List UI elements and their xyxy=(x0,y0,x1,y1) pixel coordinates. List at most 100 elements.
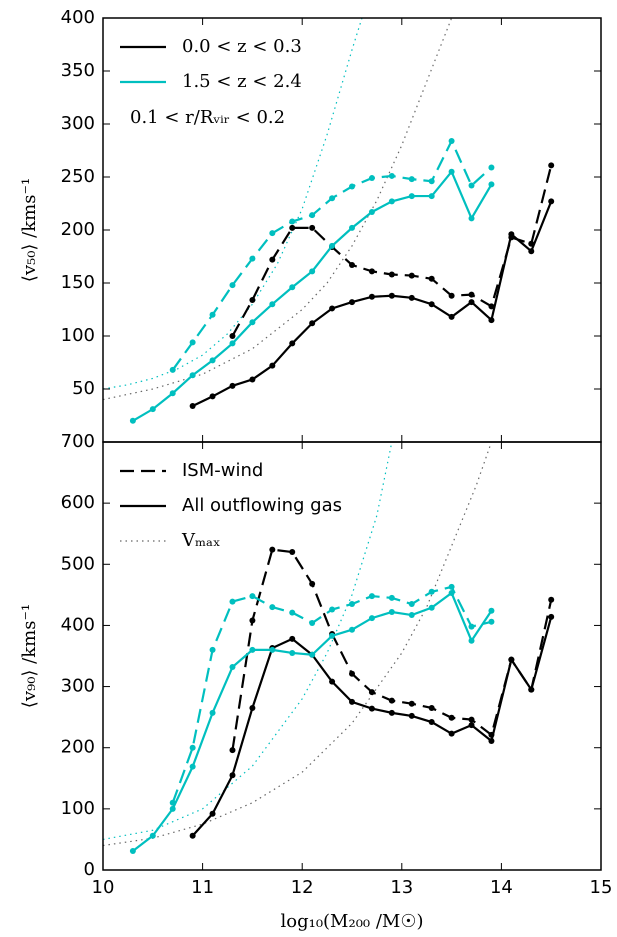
data-point xyxy=(229,382,236,389)
data-point xyxy=(448,137,455,144)
series-line xyxy=(132,169,493,422)
data-point xyxy=(269,646,276,653)
data-point xyxy=(229,598,236,605)
data-point xyxy=(309,224,316,231)
data-point xyxy=(388,594,395,601)
data-point xyxy=(508,234,515,241)
y-tick-label: 400 xyxy=(61,614,95,635)
data-point xyxy=(349,261,355,268)
x-tick-label: 14 xyxy=(490,877,513,898)
y-tick-label: 0 xyxy=(84,859,95,880)
series-line xyxy=(192,200,553,407)
data-point xyxy=(488,303,495,310)
data-point xyxy=(388,292,395,299)
data-point xyxy=(329,242,336,249)
data-point xyxy=(408,612,415,619)
data-point xyxy=(209,357,216,364)
data-point xyxy=(289,218,296,225)
data-point xyxy=(448,730,455,737)
data-point xyxy=(368,705,375,712)
data-point xyxy=(329,606,336,613)
y-tick-label: 700 xyxy=(61,431,95,452)
plot-area xyxy=(103,18,555,424)
data-point xyxy=(428,275,435,282)
data-point xyxy=(368,208,375,215)
data-point xyxy=(269,301,276,308)
data-point xyxy=(149,406,156,413)
data-point xyxy=(209,646,216,653)
data-point xyxy=(488,618,495,625)
data-point xyxy=(289,340,296,347)
data-point xyxy=(388,172,395,179)
plot-area xyxy=(103,442,555,855)
data-point xyxy=(249,646,256,653)
data-point xyxy=(468,623,475,630)
frame xyxy=(102,441,602,871)
data-point xyxy=(488,164,495,171)
y-tick-label: 200 xyxy=(61,219,95,240)
data-point xyxy=(249,617,256,624)
data-point xyxy=(388,709,395,716)
data-point xyxy=(329,678,336,685)
data-point xyxy=(488,731,495,738)
data-point xyxy=(368,689,375,696)
data-point xyxy=(428,301,435,308)
y-tick-label: 250 xyxy=(61,166,95,187)
y-tick-label: 300 xyxy=(61,676,95,697)
y-tick-label: 100 xyxy=(61,798,95,819)
series-line xyxy=(103,442,393,841)
x-tick-label: 13 xyxy=(390,877,413,898)
data-point xyxy=(349,670,355,677)
data-point xyxy=(368,175,375,182)
series-line xyxy=(103,18,453,401)
series-line xyxy=(231,548,553,751)
data-point xyxy=(209,810,216,817)
data-point xyxy=(408,294,415,301)
data-point xyxy=(289,284,296,291)
data-point xyxy=(468,299,475,306)
y-tick-label: 100 xyxy=(61,325,95,346)
data-point xyxy=(448,583,455,590)
data-point xyxy=(428,704,435,711)
data-point xyxy=(408,272,415,279)
data-point xyxy=(428,719,435,726)
data-point xyxy=(169,805,176,812)
data-point xyxy=(229,340,236,347)
data-point xyxy=(428,604,435,611)
data-point xyxy=(349,601,355,608)
y-tick-label: 500 xyxy=(61,553,95,574)
data-point xyxy=(129,848,136,855)
data-point xyxy=(269,362,276,369)
data-point xyxy=(209,311,216,318)
data-point xyxy=(448,292,455,299)
data-point xyxy=(508,656,515,663)
annotation: 0.1 < r/Rᵥᵢᵣ < 0.2 xyxy=(130,107,285,128)
data-point xyxy=(408,193,415,200)
data-point xyxy=(388,697,395,704)
data-point xyxy=(368,593,375,600)
data-point xyxy=(229,747,236,754)
data-point xyxy=(408,601,415,608)
data-point xyxy=(269,230,276,237)
data-point xyxy=(289,649,296,656)
data-point xyxy=(468,637,475,644)
data-point xyxy=(169,799,176,806)
data-point xyxy=(408,176,415,183)
series-line xyxy=(171,138,493,371)
data-point xyxy=(249,296,256,303)
data-point xyxy=(209,709,216,716)
data-point xyxy=(428,193,435,200)
data-point xyxy=(249,255,256,262)
data-point xyxy=(329,195,336,202)
series-line xyxy=(132,591,493,852)
data-point xyxy=(528,248,535,255)
data-point xyxy=(408,712,415,719)
y-tick-label: 300 xyxy=(61,113,95,134)
data-point xyxy=(249,593,256,600)
data-point xyxy=(548,613,555,620)
data-point xyxy=(169,366,176,373)
data-point xyxy=(189,832,196,839)
data-point xyxy=(269,604,276,611)
y-tick-label: 350 xyxy=(61,60,95,81)
